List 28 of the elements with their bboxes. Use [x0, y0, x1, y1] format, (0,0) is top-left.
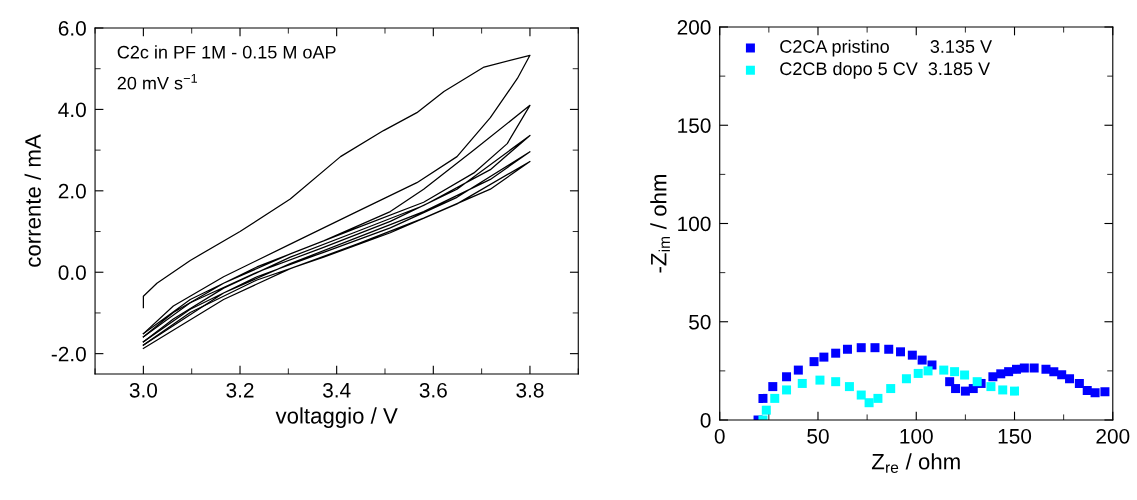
legend-label: C2CB dopo 5 CV 3.185 V [780, 61, 990, 79]
legend-label: C2CA pristino 3.135 V [780, 39, 992, 57]
y-tick-label: 0 [700, 413, 711, 428]
y-tick-label: 2.0 [58, 183, 86, 199]
y-tick-label: 150 [678, 118, 711, 133]
x-tick-label: 3.6 [419, 382, 447, 398]
x-tick-label: 3.8 [516, 382, 544, 398]
x-tick-label: 150 [998, 428, 1032, 444]
x-axis-title: voltaggio / V [275, 407, 398, 429]
y-tick-label: 4.0 [58, 102, 86, 118]
y-tick-label: 0.0 [58, 265, 86, 280]
annotation: C2c in PF 1M - 0.15 M oAP [117, 45, 336, 59]
y-axis-title: corrente / mA [24, 134, 41, 267]
x-tick-label: 200 [1096, 428, 1130, 444]
x-tick-label: 0 [714, 428, 725, 444]
y-tick-label: 50 [689, 314, 711, 330]
x-tick-label: 100 [900, 428, 933, 444]
y-tick-label: 200 [677, 20, 711, 35]
y-axis-title: -Z$_{im}$ / ohm [650, 175, 670, 273]
y-tick-label: 100 [678, 216, 711, 232]
y-tick-label: -2.0 [51, 346, 86, 362]
x-axis-title: Z$_{re}$ / ohm [871, 453, 960, 473]
x-tick-label: 3.0 [129, 382, 158, 398]
annotation: 20 mV s$^{−1}$ [117, 74, 197, 90]
x-tick-label: 50 [807, 428, 829, 444]
x-tick-label: 3.2 [226, 382, 254, 398]
x-tick-label: 3.4 [322, 382, 351, 398]
y-tick-label: 6.0 [58, 21, 86, 36]
